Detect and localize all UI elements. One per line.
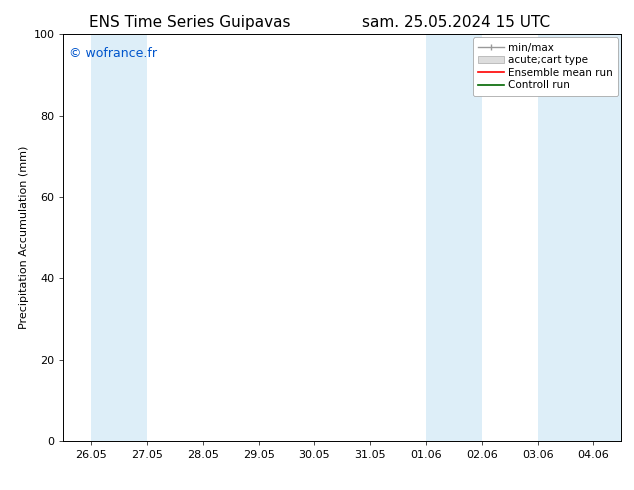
Bar: [538, 34, 627, 441]
Text: © wofrance.fr: © wofrance.fr: [69, 47, 157, 59]
Text: ENS Time Series Guipavas: ENS Time Series Guipavas: [89, 15, 291, 30]
Y-axis label: Precipitation Accumulation (mm): Precipitation Accumulation (mm): [19, 146, 29, 329]
Legend: min/max, acute;cart type, Ensemble mean run, Controll run: min/max, acute;cart type, Ensemble mean …: [473, 37, 618, 96]
Bar: [426, 34, 482, 441]
Text: sam. 25.05.2024 15 UTC: sam. 25.05.2024 15 UTC: [363, 15, 550, 30]
Bar: [91, 34, 147, 441]
